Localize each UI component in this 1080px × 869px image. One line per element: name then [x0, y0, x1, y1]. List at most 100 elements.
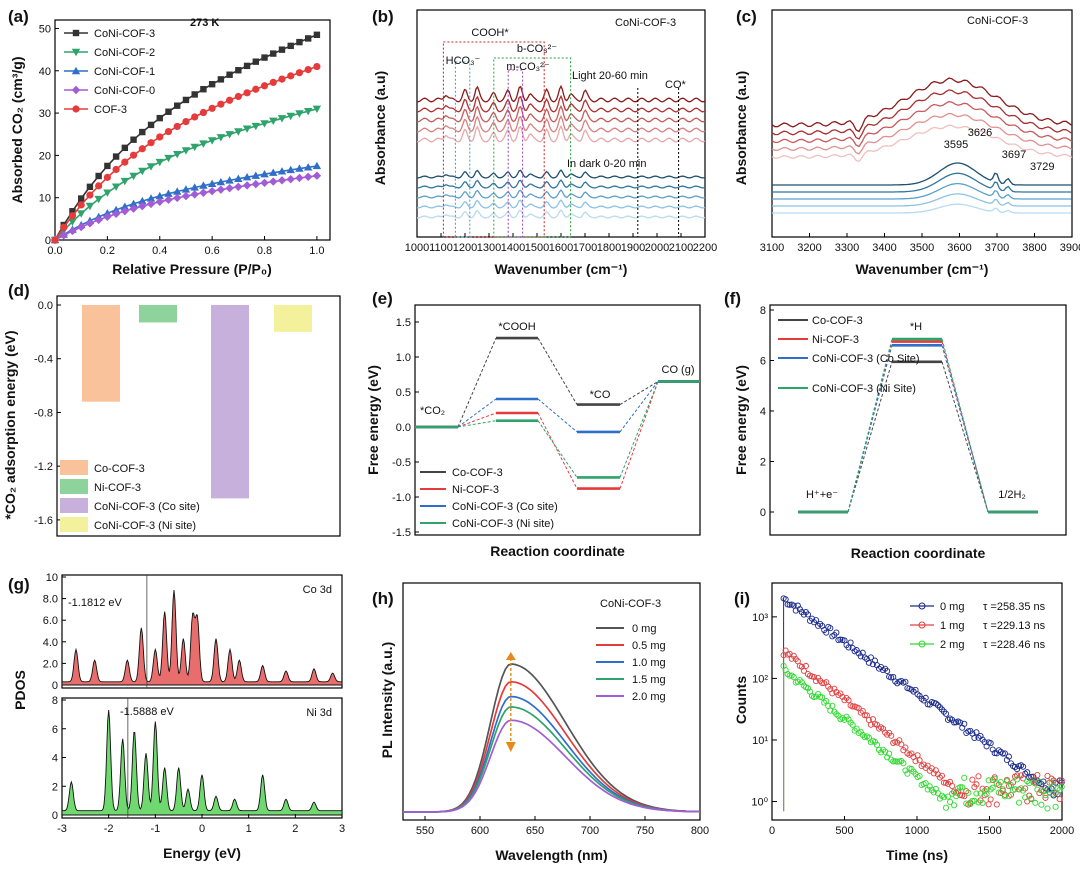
- panel-b-x-tick-label: 1800: [597, 242, 621, 254]
- panel-i-point: [802, 662, 809, 670]
- panel-g-x-tick-label: 2: [292, 823, 298, 835]
- panel-a-point: [243, 89, 251, 97]
- panel-i-legend-marker: [918, 621, 926, 629]
- panel-f-y-axis-label: Free energy (eV): [733, 365, 749, 475]
- panel-a-point: [295, 110, 304, 118]
- panel-e-state-label: *CO: [590, 389, 611, 401]
- panel-e-connector: [537, 337, 578, 405]
- panel-e-legend-label: CoNi-COF-3 (Co site): [452, 501, 558, 513]
- panel-e-label: (e): [372, 289, 393, 308]
- panel-h-legend-label: 2.0 mg: [632, 691, 666, 703]
- panel-i-point: [957, 784, 964, 791]
- panel-i-point: [786, 672, 793, 679]
- panel-f-state-label: *H: [910, 321, 922, 333]
- panel-c-dark-spectrum: [772, 162, 1072, 186]
- panel-i-point: [867, 721, 874, 728]
- panel-i-point: [1003, 756, 1010, 763]
- panel-i-point: [1050, 777, 1057, 784]
- panel-a-point: [51, 236, 59, 244]
- panel-i-point: [947, 798, 954, 805]
- panel-a-point: [164, 189, 173, 197]
- panel-a-legend-label: CoNi-COF-1: [94, 66, 155, 78]
- panel-a-point: [164, 127, 173, 136]
- panel-f-connector: [941, 341, 989, 513]
- panel-b-bco3-box: [493, 57, 572, 238]
- panel-e-connector: [619, 381, 659, 406]
- panel-a-point: [286, 174, 295, 184]
- panel-c-dark-spectrum: [772, 203, 1072, 214]
- panel-a-point: [182, 117, 190, 126]
- panel-i-point: [916, 773, 923, 780]
- panel-c-peak-label: 3697: [1002, 149, 1026, 161]
- panel-b-dark-spectrum: [416, 179, 706, 189]
- panel-c-x-tick-label: 3500: [910, 242, 934, 254]
- panel-a-point: [129, 199, 138, 208]
- panel-a-point: [68, 226, 77, 236]
- panel-g-bottom-y-tick-label: 4: [52, 753, 58, 765]
- panel-i-point: [922, 780, 929, 787]
- panel-i-point: [940, 779, 948, 786]
- panel-i-point: [886, 750, 893, 757]
- panel-d-y-tick-label: -1.2: [34, 461, 53, 473]
- panel-a-point: [295, 164, 304, 172]
- panel-i-point: [1024, 778, 1031, 785]
- panel-a-x-tick-label: 0.6: [204, 245, 219, 257]
- panel-i-point: [800, 667, 807, 674]
- panel-a-point: [191, 113, 199, 121]
- panel-i-point: [1052, 803, 1059, 810]
- panel-a-point: [252, 58, 259, 65]
- panel-i-point: [813, 678, 820, 685]
- panel-a-point: [286, 112, 295, 121]
- panel-i-point: [902, 744, 909, 751]
- panel-a-point: [287, 72, 295, 80]
- panel-h-legend-label: 1.5 mg: [632, 674, 666, 686]
- panel-i-point: [1005, 753, 1012, 760]
- panel-a-point: [59, 231, 68, 240]
- panel-i-point: [1026, 780, 1033, 787]
- panel-b-hco3-label: HCO₃⁻: [446, 55, 481, 67]
- panel-a-point: [208, 104, 216, 112]
- panel-i-x-tick-label: 1500: [977, 825, 1001, 837]
- panel-a-x-tick-label: 0.0: [47, 245, 62, 257]
- panel-e-legend-label: Co-COF-3: [452, 467, 503, 479]
- panel-i-point: [951, 719, 958, 726]
- panel-a-point: [208, 80, 216, 88]
- panel-g-top-center: -1.1812 eV: [68, 597, 122, 609]
- panel-i-point: [908, 750, 915, 757]
- panel-b-light-spectrum: [416, 94, 706, 113]
- panel-i-point: [882, 729, 889, 736]
- panel-d-legend-label: CoNi-COF-3 (Ni site): [94, 520, 196, 532]
- panel-i-point: [847, 639, 854, 646]
- panel-a-point: [287, 42, 294, 50]
- panel-i-point: [922, 694, 929, 701]
- panel-i-y-tick-label: 10¹: [752, 735, 768, 747]
- panel-a-point: [138, 167, 147, 176]
- panel-i-point: [979, 785, 986, 792]
- panel-c-sample: CoNi-COF-3: [967, 15, 1028, 27]
- panel-d-frame: [56, 295, 341, 537]
- panel-i-point: [884, 667, 891, 675]
- panel-b-y-axis-label: Absorbance (a.u): [372, 71, 388, 185]
- panel-f-state-label: H⁺+e⁻: [806, 489, 838, 501]
- panel-i-point: [902, 678, 909, 685]
- panel-a-point: [234, 92, 242, 101]
- panel-i-point: [1048, 779, 1055, 786]
- panel-a-point: [139, 128, 146, 136]
- panel-a-point: [277, 167, 287, 175]
- panel-f-y-tick-label: 6: [760, 356, 766, 368]
- panel-i-point: [1044, 805, 1051, 812]
- panel-a-point: [200, 86, 207, 93]
- panel-i-point: [880, 746, 887, 753]
- panel-a-point: [103, 173, 111, 181]
- panel-a-point: [234, 128, 243, 136]
- panel-a-y-tick-label: 50: [39, 23, 51, 35]
- panel-i-point: [940, 794, 948, 801]
- panel-a-point: [269, 168, 278, 176]
- panel-i-point: [953, 793, 960, 800]
- panel-i-point: [1034, 786, 1041, 793]
- panel-i-legend-tau: τ =228.46 ns: [983, 639, 1046, 651]
- panel-b-x-tick-label: 2100: [669, 242, 693, 254]
- panel-d-bar: [211, 305, 249, 499]
- panel-i-point: [1046, 786, 1053, 793]
- panel-i-point: [1044, 772, 1051, 779]
